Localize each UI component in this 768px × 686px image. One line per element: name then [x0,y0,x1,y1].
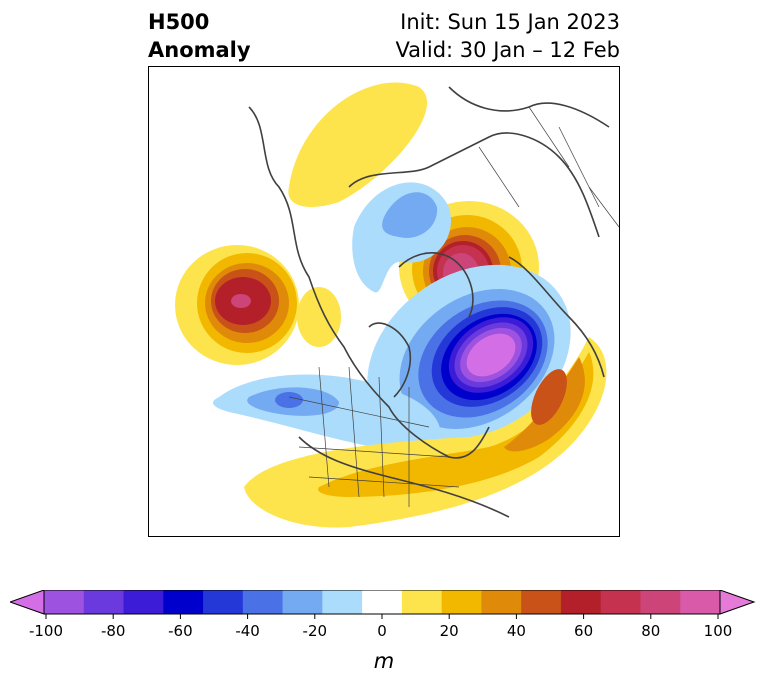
coastlines [248,86,610,518]
colorbar-tick-label: 80 [641,622,660,640]
colorbar-tick-label: 40 [507,622,526,640]
ridge-subtropics [244,337,607,528]
colorbar-cell [362,590,403,614]
colorbar-cell [44,590,85,614]
colorbar-cell [600,590,641,614]
date-info: Init: Sun 15 Jan 2023 Valid: 30 Jan – 12… [395,8,620,64]
colorbar-tick-label: -40 [235,622,260,640]
colorbar-tick-label: -100 [29,622,63,640]
colorbar-tick-label: 60 [574,622,593,640]
colorbar-tick-label: -80 [101,622,126,640]
country-borders [288,106,619,507]
colorbar-cell [83,590,125,614]
trough-arctic [352,182,451,293]
colorbar-cell [481,590,522,614]
colorbar-cell [322,590,363,614]
trough-canada [213,374,441,452]
colorbar-extend-max [719,590,756,615]
map-canvas [175,82,619,528]
colorbar-tick-label: 0 [377,622,387,640]
trough-north-atlantic [367,264,571,450]
colorbar-cell [242,590,284,614]
title-line-2: Anomaly [148,38,251,62]
colorbar-tick-label: -20 [303,622,328,640]
colorbar-cell [560,590,602,614]
colorbar-cell [163,590,204,614]
colorbar-tick-label: -60 [168,622,193,640]
init-date: Init: Sun 15 Jan 2023 [400,10,620,34]
colorbar-cell [441,590,482,614]
colorbar-tick-label: 20 [440,622,459,640]
ridge-siberia [288,82,428,207]
colorbar-extend-min [10,590,45,615]
colorbar-ticks: -100 -80 -60 -40 -20 0 20 40 60 80 100 [29,614,732,640]
colorbar-cell [680,590,721,614]
colorbar-cells [44,590,721,614]
anomaly-map [148,66,620,537]
colorbar-unit-label: m [374,649,394,673]
ridge-north-pacific [175,245,341,365]
colorbar-cell [282,590,323,614]
colorbar-cell [203,590,244,614]
colorbar-cell [401,590,443,614]
colorbar: -100 -80 -60 -40 -20 0 20 40 60 80 100 m [10,590,756,673]
map-title: H500 Anomaly [148,8,251,64]
colorbar-cell [640,590,681,614]
valid-date: Valid: 30 Jan – 12 Feb [395,38,620,62]
colorbar-tick-label: 100 [704,622,733,640]
colorbar-cell [123,590,164,614]
colorbar-cell [521,590,562,614]
title-line-1: H500 [148,10,210,34]
